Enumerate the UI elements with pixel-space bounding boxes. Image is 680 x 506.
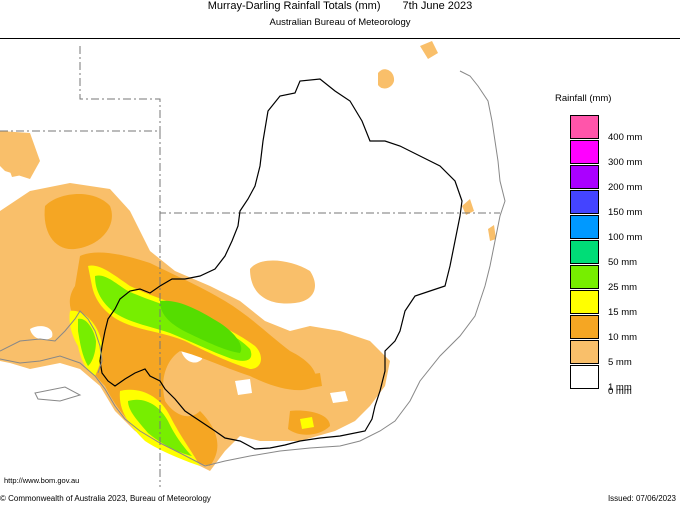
legend-title: Rainfall (mm) [555,93,612,104]
state-borders [0,46,500,487]
legend-swatch [570,265,599,289]
legend-swatch [570,340,599,364]
map-subtitle: Australian Bureau of Meteorology [269,17,411,28]
legend-label: 400 mm [608,132,643,143]
gulf-coast [0,310,103,374]
legend-label: 50 mm [608,257,638,268]
legend-label: 5 mm [608,357,632,368]
legend-label: 10 mm [608,332,638,343]
legend-swatch [570,365,599,389]
basin-outline [99,78,463,450]
legend-label: 15 mm [608,307,638,318]
legend-swatch [570,115,599,139]
legend-swatch [570,215,599,239]
legend-label: 150 mm [608,207,643,218]
map-title: Murray-Darling Rainfall Totals (mm) 7th J… [0,0,680,14]
issued-date: Issued: 07/06/2023 [607,494,676,503]
rainfall-map [0,41,680,487]
map-frame [0,38,680,487]
legend-label: 25 mm [608,282,638,293]
legend-label: 300 mm [608,157,643,168]
legend-label: 100 mm [608,232,643,243]
rain-25mm [160,300,242,353]
legend-swatch [570,315,599,339]
kangaroo-island [34,386,82,402]
legend-swatch [570,290,599,314]
legend-label: 200 mm [608,182,643,193]
legend-swatch [570,240,599,264]
legend-swatch [570,165,599,189]
title-date: 7th June 2023 [402,0,473,12]
source-url[interactable]: http://www.bom.gov.au [4,476,80,485]
legend-swatch [570,140,599,164]
copyright-text: © Commonwealth of Australia 2023, Bureau… [0,494,211,503]
legend-label: 1 mm [608,382,632,393]
title-text: Murray-Darling Rainfall Totals (mm) [207,0,381,12]
coastline [0,70,506,467]
legend-swatch [570,190,599,214]
land-mass [0,131,680,487]
legend-label-zero: 0 mm [608,386,632,397]
